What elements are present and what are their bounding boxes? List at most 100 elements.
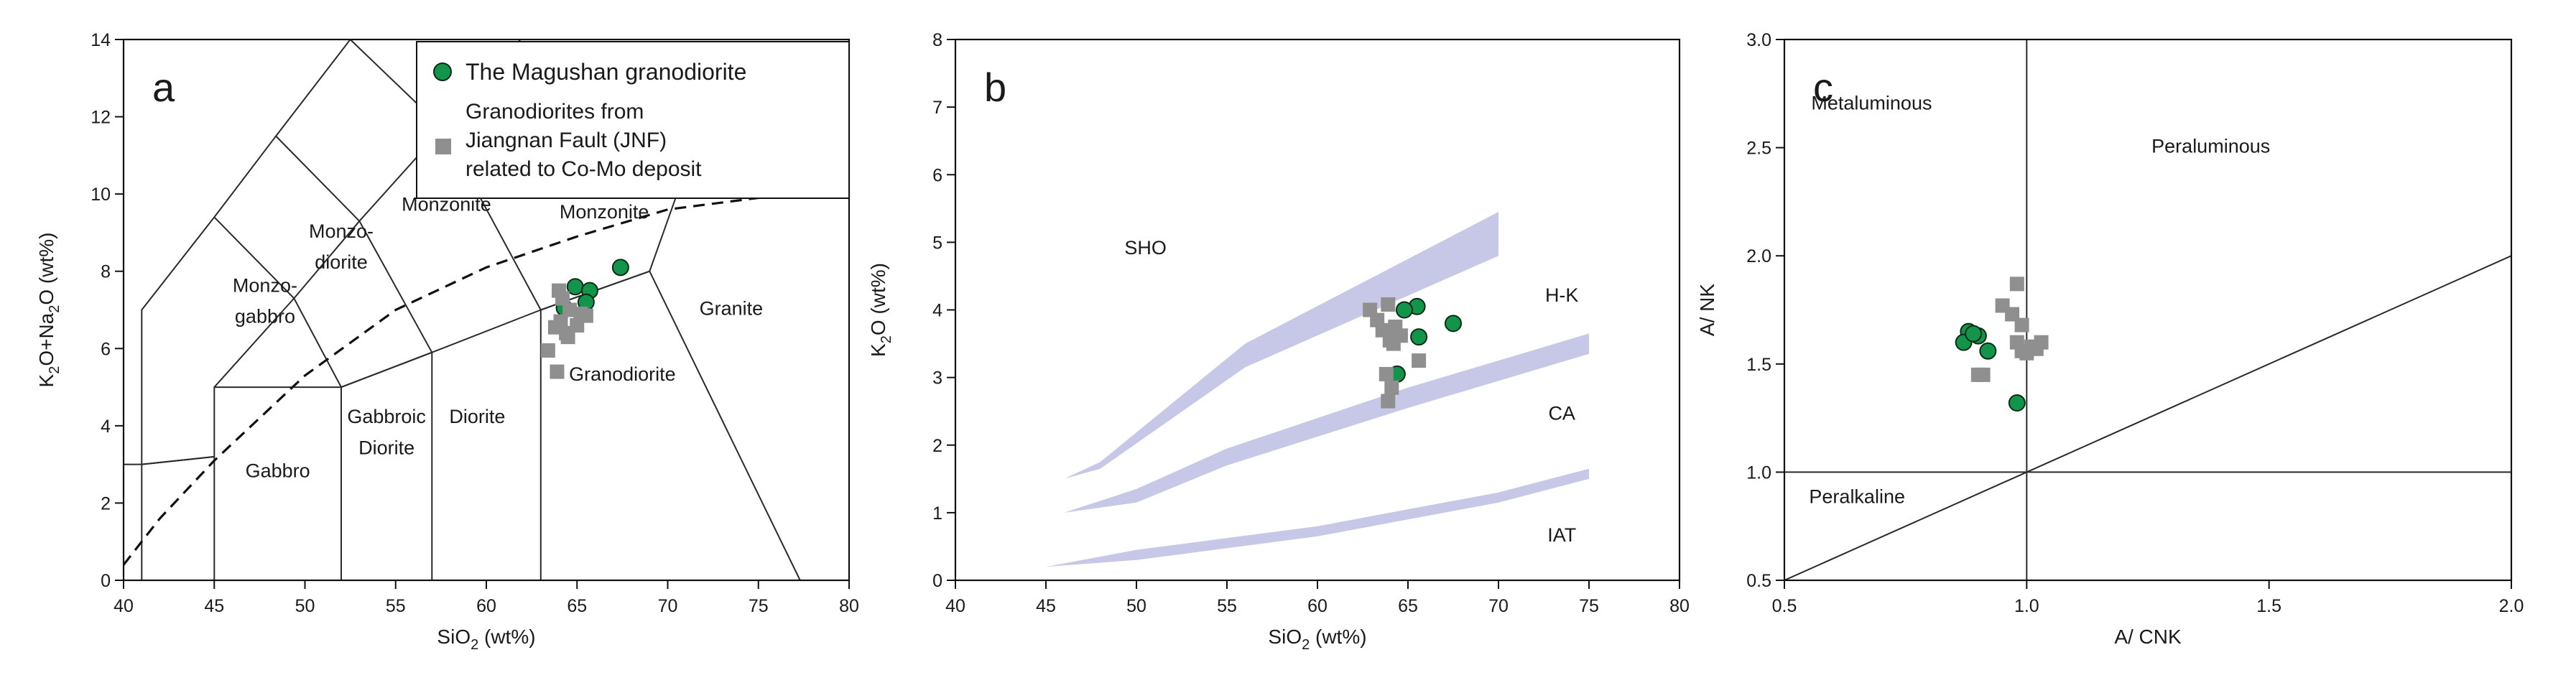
series-boundary-band-3 [1046, 468, 1589, 567]
x-axis-label: SiO2 (wt%) [437, 626, 535, 653]
data-point-square [2014, 343, 2029, 358]
divider-line-3 [1784, 255, 2511, 580]
x-tick-label: 50 [295, 596, 315, 616]
field-label-2: H-K [1545, 284, 1579, 306]
y-tick-label: 1.0 [1746, 463, 1771, 483]
data-point-square [560, 330, 575, 345]
x-tick-label: 1.5 [2256, 596, 2281, 616]
x-tick-label: 70 [658, 596, 678, 616]
x-tick-label: 55 [1217, 596, 1237, 616]
panel-a-tas-diagram: Gabbro Gabbroic Diorite Diorite Monzo-gabbro… [35, 30, 859, 653]
y-tick-label: 1.5 [1746, 355, 1771, 375]
series-boundary-band-2 [1064, 333, 1589, 513]
y-tick-label: 6 [932, 165, 942, 185]
y-tick-label: 1 [932, 503, 942, 524]
panel-letter-c: c [1813, 65, 1833, 110]
data-point-square [1384, 380, 1399, 395]
data-point-circle [1979, 342, 1997, 360]
y-tick-label: 3.0 [1746, 30, 1771, 50]
data-point-square [1386, 336, 1401, 351]
data-point-square [562, 302, 578, 317]
x-tick-label: 75 [1579, 596, 1599, 616]
x-tick-label: 45 [1036, 596, 1056, 616]
x-tick-label: 2.0 [2499, 596, 2524, 616]
x-tick-label: 60 [1307, 596, 1328, 616]
panel-letter-a: a [152, 65, 175, 110]
data-point-square [2005, 307, 2020, 322]
field-label-3: CA [1548, 403, 1575, 424]
legend-marker-circle [433, 62, 452, 81]
data-point-circle [2008, 394, 2026, 412]
field-boundary-line-6 [213, 216, 342, 388]
y-tick-label: 0 [101, 571, 111, 591]
y-axis-label: K2O+Na2O (wt%) [35, 233, 62, 388]
field-label-3: Diorite [358, 437, 414, 458]
y-tick-label: 4 [932, 301, 942, 321]
field-label-2: Peraluminous [2151, 136, 2270, 157]
panel-letter-b: b [984, 65, 1006, 110]
y-tick-label: 0 [932, 571, 942, 591]
x-tick-label: 80 [839, 596, 859, 616]
x-tick-label: 55 [386, 596, 406, 616]
x-tick-label: 40 [113, 596, 134, 616]
data-point-square [547, 320, 562, 335]
y-tick-label: 5 [932, 233, 942, 253]
x-tick-label: 70 [1488, 596, 1509, 616]
data-point-square [570, 318, 585, 333]
field-label-5: Monzo- [233, 274, 297, 296]
x-tick-label: 50 [1126, 596, 1146, 616]
field-label-11: Monzonite [560, 201, 649, 223]
field-label-12: Granodiorite [569, 363, 676, 385]
data-point-square [2009, 277, 2024, 292]
x-tick-label: 45 [204, 596, 224, 616]
field-boundary-line-4 [340, 351, 433, 580]
field-label-1: Metaluminous [1811, 92, 1932, 113]
data-point-square [1975, 367, 1991, 382]
x-tick-label: 0.5 [1772, 596, 1797, 616]
field-label-4: IAT [1547, 524, 1576, 546]
y-tick-label: 7 [932, 98, 942, 118]
data-point-square [550, 364, 565, 379]
legend-label-jnf-line-2: Jiangnan Fault (JNF) [465, 129, 667, 152]
panel-c-acnk-diagram: Metaluminous Peraluminous Peralkaline 0.5 1.… [1696, 30, 2524, 648]
y-tick-label: 14 [91, 30, 111, 50]
data-point-circle [1965, 325, 1983, 343]
data-point-circle [1395, 301, 1413, 319]
field-label-13: Granite [700, 298, 764, 320]
data-point-circle [1410, 328, 1428, 346]
x-tick-label: 80 [1669, 596, 1690, 616]
y-tick-label: 8 [932, 30, 942, 50]
x-tick-label: 1.0 [2014, 596, 2039, 616]
y-axis-label: K2O (wt%) [867, 263, 894, 357]
field-boundary-line-7 [275, 135, 433, 353]
data-point-square [540, 343, 555, 358]
field-label-8: diorite [315, 251, 368, 273]
plot-area [1784, 40, 2511, 580]
data-point-circle [611, 259, 629, 277]
y-tick-label: 2 [932, 436, 942, 456]
field-label-3: Peralkaline [1809, 486, 1905, 508]
legend-box [416, 41, 850, 199]
field-label-4: Diorite [449, 406, 505, 427]
y-tick-label: 2 [101, 493, 111, 514]
y-axis-label: A/ NK [1696, 284, 1718, 336]
alkaline-divider-dashed-curve [124, 192, 795, 566]
x-tick-label: 60 [476, 596, 496, 616]
y-tick-label: 6 [101, 339, 111, 359]
data-point-circle [1445, 315, 1462, 333]
field-label-1: SHO [1124, 237, 1167, 259]
data-point-square [1379, 366, 1394, 381]
y-tick-label: 4 [101, 417, 111, 437]
x-axis-label: A/ CNK [2114, 626, 2182, 648]
field-boundary-line-12 [142, 455, 215, 465]
field-label-6: gabbro [235, 305, 295, 327]
y-tick-label: 2.5 [1746, 139, 1771, 159]
legend-marker-square [435, 139, 451, 154]
data-point-square [2029, 341, 2044, 356]
legend: The Magushan granodiorite Granodiorites f… [416, 41, 850, 199]
x-tick-label: 65 [567, 596, 587, 616]
plot-area [1046, 212, 1589, 567]
y-tick-label: 3 [932, 368, 942, 389]
